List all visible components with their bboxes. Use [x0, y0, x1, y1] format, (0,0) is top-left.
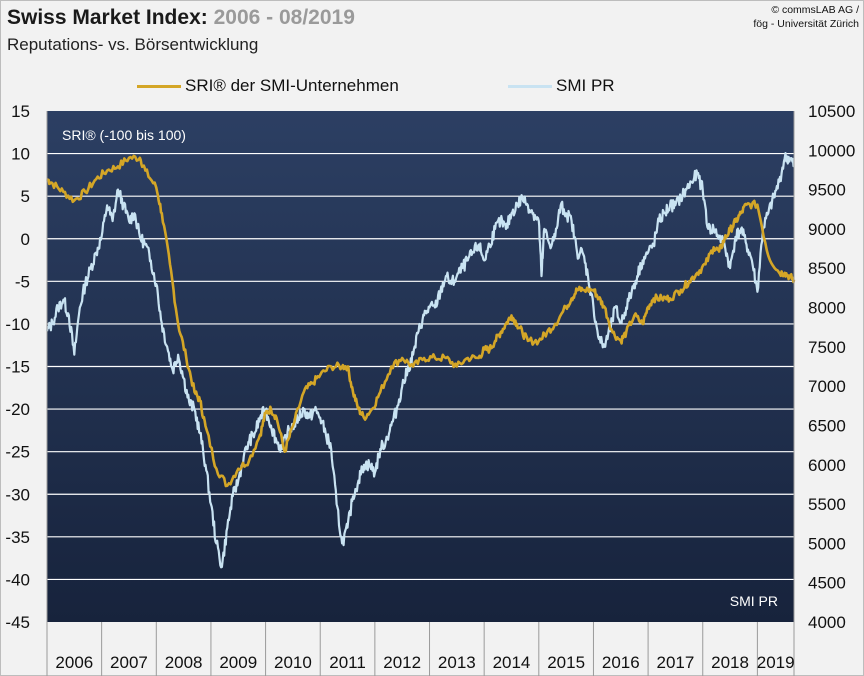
chart-subtitle: Reputations- vs. Börsentwicklung	[7, 35, 259, 54]
x-tick-label: 2009	[219, 653, 257, 672]
y-left-tick-label: -15	[5, 358, 30, 377]
x-tick-label: 2014	[493, 653, 531, 672]
y-left-tick-label: -20	[5, 400, 30, 419]
x-tick-label: 2011	[329, 653, 366, 672]
y-left-tick-label: -30	[5, 485, 30, 504]
legend-swatch-sri	[137, 84, 181, 88]
copyright-line-2: fög - Universität Zürich	[753, 18, 859, 30]
y-right-tick-label: 9000	[808, 220, 846, 239]
y-right-tick-label: 10000	[808, 141, 855, 160]
x-tick-label: 2018	[711, 653, 749, 672]
legend-item-smi[interactable]: SMI PR	[508, 76, 615, 96]
y-left-tick-label: 10	[11, 145, 30, 164]
copyright-line-1: © commsLAB AG /	[771, 4, 859, 16]
legend-item-sri[interactable]: SRI® der SMI-Unternehmen	[137, 76, 399, 96]
y-left-tick-label: -35	[5, 528, 30, 547]
legend-swatch-smi	[508, 84, 552, 88]
legend-label-sri: SRI® der SMI-Unternehmen	[185, 76, 399, 95]
x-tick-label: 2017	[657, 653, 695, 672]
y-right-tick-label: 9500	[808, 181, 846, 200]
x-tick-label: 2008	[165, 653, 203, 672]
title-main: Swiss Market Index:	[7, 6, 208, 29]
x-tick-label: 2010	[274, 653, 312, 672]
y-left-tick-label: -45	[5, 613, 30, 632]
y-right-tick-label: 4500	[808, 574, 846, 593]
x-tick-label: 2013	[438, 653, 476, 672]
legend-label-smi: SMI PR	[556, 76, 615, 95]
y-right-tick-label: 8500	[808, 259, 846, 278]
x-tick-label: 2012	[383, 653, 421, 672]
chart-title: Swiss Market Index: 2006 - 08/2019	[7, 6, 355, 30]
y-right-tick-label: 5000	[808, 534, 846, 553]
y-left-tick-label: 15	[11, 102, 30, 121]
copyright-note: © commsLAB AG / fög - Universität Zürich	[753, 3, 859, 31]
title-range: 2006 - 08/2019	[213, 6, 355, 29]
y-left-tick-label: -10	[5, 315, 30, 334]
plot-annotation-smi: SMI PR	[730, 593, 778, 609]
series-line-sri	[46, 154, 796, 488]
x-tick-label: 2016	[602, 653, 640, 672]
y-right-tick-label: 7000	[808, 377, 846, 396]
series-line-smi	[45, 152, 795, 569]
x-tick-label: 2019	[757, 653, 795, 672]
y-left-tick-label: -40	[5, 570, 30, 589]
plot-annotation-sri-scale: SRI® (-100 bis 100)	[62, 127, 186, 143]
y-left-tick-label: -5	[15, 272, 30, 291]
y-right-tick-label: 8000	[808, 299, 846, 318]
y-left-tick-label: 5	[21, 187, 30, 206]
y-right-tick-label: 5500	[808, 495, 846, 514]
y-left-tick-label: 0	[21, 230, 30, 249]
y-right-tick-label: 7500	[808, 338, 846, 357]
y-left-tick-label: -25	[5, 443, 30, 462]
y-right-tick-label: 4000	[808, 613, 846, 632]
y-right-tick-label: 6000	[808, 456, 846, 475]
x-tick-label: 2007	[110, 653, 148, 672]
x-tick-label: 2006	[55, 653, 93, 672]
y-right-tick-label: 6500	[808, 416, 846, 435]
x-tick-label: 2015	[547, 653, 585, 672]
y-right-tick-label: 10500	[808, 102, 855, 121]
